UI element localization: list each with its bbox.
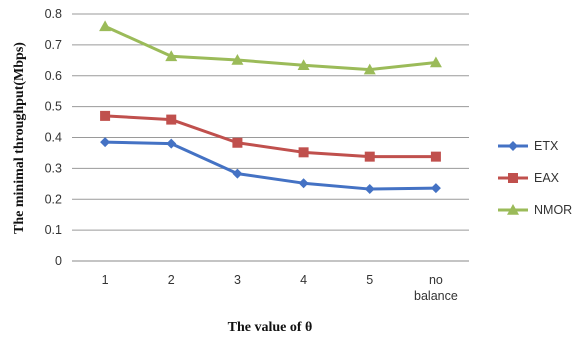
- gridlines: [72, 13, 469, 231]
- y-tick-label: 0: [55, 254, 62, 268]
- data-point: [99, 20, 112, 32]
- y-tick-labels: 0 0.1 0.2 0.3 0.4 0.5 0.6 0.7 0.8: [45, 7, 62, 268]
- series-lines: [99, 20, 442, 195]
- data-point: [363, 63, 376, 75]
- x-tick-label: 2: [168, 273, 175, 287]
- legend: ETX EAX NMOR: [498, 139, 572, 217]
- data-point: [166, 138, 177, 149]
- data-point: [231, 54, 244, 65]
- series-eax: [100, 110, 441, 162]
- series-nmor: [99, 20, 442, 75]
- x-tick-label: 5: [366, 273, 373, 287]
- y-tick-label: 0.8: [45, 7, 62, 21]
- series-line: [105, 140, 436, 191]
- x-tick-labels: 1 2 3 4 5 no balance: [102, 273, 458, 303]
- legend-label: EAX: [534, 171, 560, 185]
- y-tick-label: 0.7: [45, 38, 62, 52]
- legend-item-etx: ETX: [498, 139, 559, 153]
- x-tick-label: no balance: [414, 273, 458, 303]
- data-point: [364, 151, 375, 162]
- series-etx: [100, 137, 441, 195]
- data-point: [165, 50, 178, 62]
- y-tick-label: 0.3: [45, 161, 62, 175]
- y-axis-title: The minimal throughput(Mbps): [12, 42, 27, 234]
- legend-marker: [508, 173, 518, 183]
- series-line: [104, 24, 437, 72]
- legend-label: NMOR: [534, 203, 572, 217]
- data-point: [232, 168, 243, 179]
- x-axis-title: The value of θ: [228, 320, 313, 335]
- series-line: [104, 114, 436, 159]
- data-point: [429, 56, 442, 68]
- data-point: [298, 178, 309, 189]
- y-tick-label: 0.1: [45, 223, 62, 237]
- y-tick-label: 0.5: [45, 100, 62, 114]
- legend-item-eax: EAX: [498, 171, 560, 185]
- data-point: [100, 137, 111, 148]
- data-point: [364, 184, 375, 195]
- data-point: [298, 147, 309, 158]
- legend-item-nmor: NMOR: [498, 203, 572, 217]
- data-point: [232, 137, 243, 148]
- x-tick-label: 1: [102, 273, 109, 287]
- y-tick-label: 0.6: [45, 69, 62, 83]
- data-point: [430, 151, 441, 162]
- data-point: [166, 114, 177, 125]
- y-tick-label: 0.2: [45, 192, 62, 206]
- legend-marker: [507, 204, 519, 215]
- data-point: [100, 110, 111, 121]
- legend-label: ETX: [534, 139, 559, 153]
- x-tick-label: 3: [234, 273, 241, 287]
- data-point: [430, 183, 441, 194]
- legend-marker: [508, 141, 518, 151]
- data-point: [297, 59, 310, 71]
- y-tick-label: 0.4: [45, 131, 62, 145]
- x-tick-label: 4: [300, 273, 307, 287]
